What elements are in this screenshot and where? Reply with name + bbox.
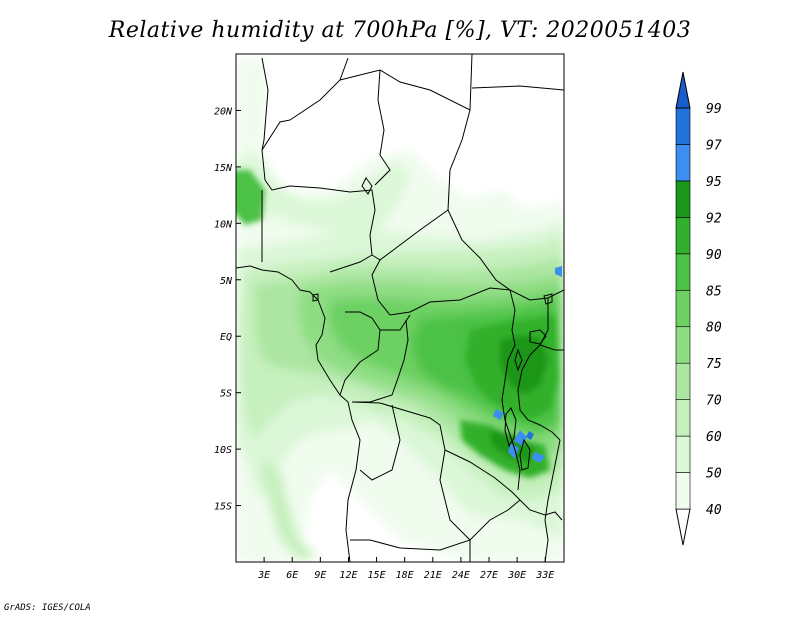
- grads-credit: GrADS: IGES/COLA: [4, 603, 91, 613]
- y-tick-label: 10S: [214, 445, 232, 456]
- colorbar-segment: [675, 107, 691, 145]
- colorbar-level-label: 95: [706, 175, 722, 190]
- colorbar-segment: [675, 144, 691, 182]
- y-tick-label: 15N: [214, 163, 233, 174]
- colorbar-segment: [675, 217, 691, 255]
- colorbar-level-label: 92: [706, 211, 722, 226]
- y-tick-label: 20N: [214, 106, 233, 117]
- colorbar-level-label: 40: [706, 503, 722, 518]
- y-tick-label: 5S: [220, 389, 232, 400]
- colorbar-level-label: 99: [706, 102, 722, 117]
- y-tick-label: 15S: [214, 502, 232, 513]
- colorbar-level-label: 50: [706, 467, 722, 482]
- colorbar-segment: [675, 435, 691, 473]
- x-tick-label: 21E: [424, 570, 442, 581]
- page-title: Relative humidity at 700hPa [%], VT: 202…: [108, 18, 692, 43]
- lakes: [312, 177, 553, 471]
- colorbar-segment: [675, 253, 691, 291]
- map-frame: [235, 53, 565, 563]
- country-borders: [236, 54, 564, 562]
- x-tick-label: 24E: [452, 570, 470, 581]
- humidity-field: [236, 58, 564, 562]
- colorbar-high-arrow: [675, 71, 691, 109]
- colorbar-level-label: 60: [706, 430, 722, 445]
- longitude-axis: 3E 6E 9E 12E 15E 18E 21E 24E 27E 30E 33E: [257, 557, 554, 581]
- colorbar-level-label: 75: [706, 357, 722, 372]
- x-tick-label: 3E: [257, 570, 270, 581]
- colorbar-level-label: 97: [706, 138, 722, 153]
- colorbar-segment: [675, 180, 691, 218]
- x-tick-label: 18E: [396, 570, 414, 581]
- x-tick-label: 9E: [314, 570, 326, 581]
- x-tick-label: 6E: [286, 570, 298, 581]
- colorbar-segment: [675, 472, 691, 510]
- colorbar-level-label: 70: [706, 394, 722, 409]
- colorbar-low-arrow: [675, 508, 691, 546]
- x-tick-label: 27E: [480, 570, 498, 581]
- y-tick-label: 10N: [214, 219, 233, 230]
- colorbar-segment: [675, 362, 691, 400]
- x-tick-label: 15E: [368, 570, 386, 581]
- x-tick-label: 12E: [339, 570, 357, 581]
- y-tick-label: EQ: [220, 332, 232, 343]
- colorbar-segment: [675, 289, 691, 328]
- y-tick-label: 5N: [220, 276, 233, 287]
- colorbar-level-label: 90: [706, 248, 722, 263]
- latitude-axis: 20N 15N 10N 5N EQ 5S 10S 15S: [214, 106, 241, 513]
- map-plot-area: [236, 54, 564, 562]
- x-tick-label: 33E: [535, 570, 554, 581]
- colorbar-segment: [675, 399, 691, 437]
- x-tick-label: 30E: [507, 570, 526, 581]
- colorbar-level-label: 85: [706, 284, 722, 299]
- colorbar: 40 50 60 70 75 80 85 90 92 95 97 99: [675, 71, 722, 546]
- colorbar-segment: [675, 326, 691, 364]
- colorbar-level-label: 80: [706, 321, 722, 336]
